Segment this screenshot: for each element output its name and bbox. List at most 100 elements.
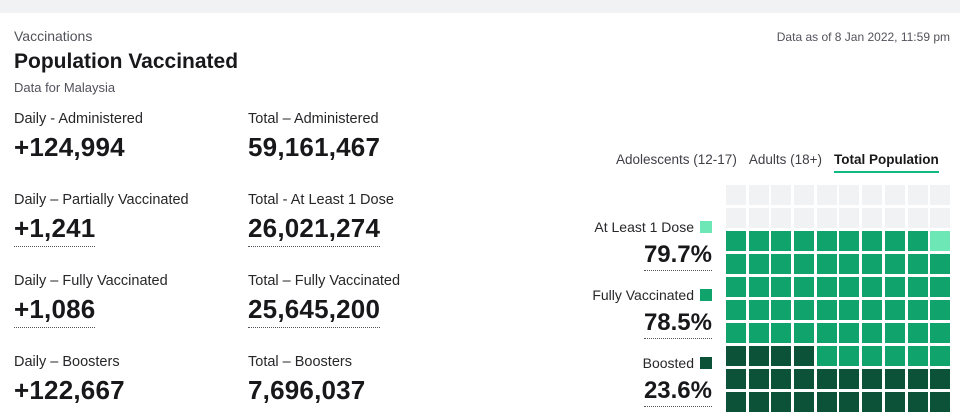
waffle-cell-boosted [748, 369, 769, 389]
waffle-cell-fully [794, 300, 815, 320]
legend-percent[interactable]: 23.6% [643, 377, 712, 407]
waffle-cell-fully [930, 300, 951, 320]
waffle-cell-fully [771, 323, 792, 343]
stat-value: +124,994 [14, 132, 125, 162]
waffle-cell-fully [884, 231, 905, 251]
legend-label: Fully Vaccinated [592, 287, 694, 303]
legend-boosted: Boosted 23.6% [643, 355, 712, 407]
waffle-cell-at-least-1 [930, 231, 951, 251]
stat-total-at-least-1[interactable]: Total - At Least 1 Dose 26,021,274 [248, 192, 394, 247]
stat-label: Daily – Fully Vaccinated [14, 273, 168, 289]
waffle-cell-fully [907, 277, 928, 297]
waffle-cell-empty [930, 208, 951, 228]
waffle-cell-boosted [816, 392, 837, 412]
waffle-cell-fully [839, 277, 860, 297]
tab-total-population[interactable]: Total Population [834, 152, 939, 173]
waffle-cell-boosted [930, 392, 951, 412]
waffle-cell-fully [748, 300, 769, 320]
waffle-cell-fully [884, 277, 905, 297]
legend-fully-vaccinated: Fully Vaccinated 78.5% [592, 287, 712, 339]
stat-value: +122,667 [14, 375, 125, 405]
waffle-cell-fully [771, 300, 792, 320]
legend-label: At Least 1 Dose [594, 219, 694, 235]
waffle-cell-fully [726, 300, 746, 320]
waffle-cell-fully [748, 231, 769, 251]
waffle-cell-empty [748, 185, 769, 205]
waffle-cell-fully [726, 323, 746, 343]
waffle-chart [726, 185, 951, 412]
stat-total-full[interactable]: Total – Fully Vaccinated 25,645,200 [248, 273, 400, 328]
waffle-cell-empty [884, 185, 905, 205]
waffle-cell-fully [884, 254, 905, 274]
stat-value[interactable]: 25,645,200 [248, 294, 381, 328]
waffle-cell-fully [862, 346, 883, 366]
stat-label: Daily – Partially Vaccinated [14, 192, 189, 208]
waffle-cell-fully [907, 254, 928, 274]
waffle-cell-empty [794, 208, 815, 228]
waffle-cell-empty [839, 208, 860, 228]
waffle-cell-boosted [794, 392, 815, 412]
waffle-cell-fully [884, 323, 905, 343]
waffle-cell-boosted [816, 369, 837, 389]
waffle-cell-fully [771, 231, 792, 251]
stat-value[interactable]: +1,086 [14, 294, 96, 328]
waffle-cell-fully [726, 231, 746, 251]
waffle-cell-fully [816, 346, 837, 366]
waffle-cell-fully [907, 231, 928, 251]
legend-percent[interactable]: 79.7% [643, 241, 712, 271]
legend-percent[interactable]: 78.5% [643, 309, 712, 339]
waffle-cell-boosted [726, 346, 746, 366]
stat-daily-partial[interactable]: Daily – Partially Vaccinated +1,241 [14, 192, 189, 247]
waffle-cell-boosted [748, 392, 769, 412]
waffle-cell-boosted [862, 369, 883, 389]
waffle-cell-fully [794, 231, 815, 251]
waffle-cell-fully [816, 254, 837, 274]
waffle-cell-boosted [930, 369, 951, 389]
waffle-cell-boosted [771, 392, 792, 412]
waffle-cell-fully [930, 346, 951, 366]
tab-adults[interactable]: Adults (18+) [748, 152, 822, 167]
stat-label: Total – Fully Vaccinated [248, 273, 401, 289]
waffle-cell-fully [907, 346, 928, 366]
tab-adolescents[interactable]: Adolescents (12-17) [616, 152, 737, 167]
stat-value[interactable]: 26,021,274 [248, 213, 381, 247]
stat-label: Daily – Boosters [14, 354, 120, 370]
waffle-cell-fully [794, 323, 815, 343]
waffle-cell-empty [907, 208, 928, 228]
waffle-cell-empty [862, 208, 883, 228]
waffle-cell-boosted [794, 346, 815, 366]
legend-swatch [700, 357, 712, 369]
waffle-cell-fully [839, 323, 860, 343]
waffle-cell-fully [839, 300, 860, 320]
stat-label: Total - At Least 1 Dose [248, 192, 394, 208]
waffle-cell-fully [748, 254, 769, 274]
waffle-cell-empty [839, 185, 860, 205]
waffle-cell-fully [816, 323, 837, 343]
section-eyebrow: Vaccinations [14, 28, 93, 44]
waffle-cell-empty [771, 185, 792, 205]
waffle-cell-boosted [771, 346, 792, 366]
stat-total-administered: Total – Administered 59,161,467 [248, 111, 380, 165]
stat-daily-full[interactable]: Daily – Fully Vaccinated +1,086 [14, 273, 168, 328]
page-subtitle: Data for Malaysia [14, 80, 116, 95]
waffle-cell-boosted [771, 369, 792, 389]
waffle-cell-empty [726, 185, 746, 205]
waffle-cell-fully [839, 346, 860, 366]
stat-value[interactable]: +1,241 [14, 213, 96, 247]
waffle-cell-fully [862, 231, 883, 251]
waffle-cell-fully [771, 254, 792, 274]
waffle-cell-boosted [726, 369, 746, 389]
waffle-cell-empty [748, 208, 769, 228]
waffle-cell-fully [839, 254, 860, 274]
waffle-cell-boosted [839, 369, 860, 389]
stat-daily-administered: Daily - Administered +124,994 [14, 111, 143, 165]
legend-swatch [700, 289, 712, 301]
waffle-cell-fully [816, 277, 837, 297]
waffle-cell-fully [862, 323, 883, 343]
waffle-cell-empty [726, 208, 746, 228]
waffle-cell-boosted [907, 392, 928, 412]
waffle-cell-empty [930, 185, 951, 205]
waffle-cell-boosted [726, 392, 746, 412]
waffle-cell-fully [726, 254, 746, 274]
waffle-cell-fully [816, 300, 837, 320]
